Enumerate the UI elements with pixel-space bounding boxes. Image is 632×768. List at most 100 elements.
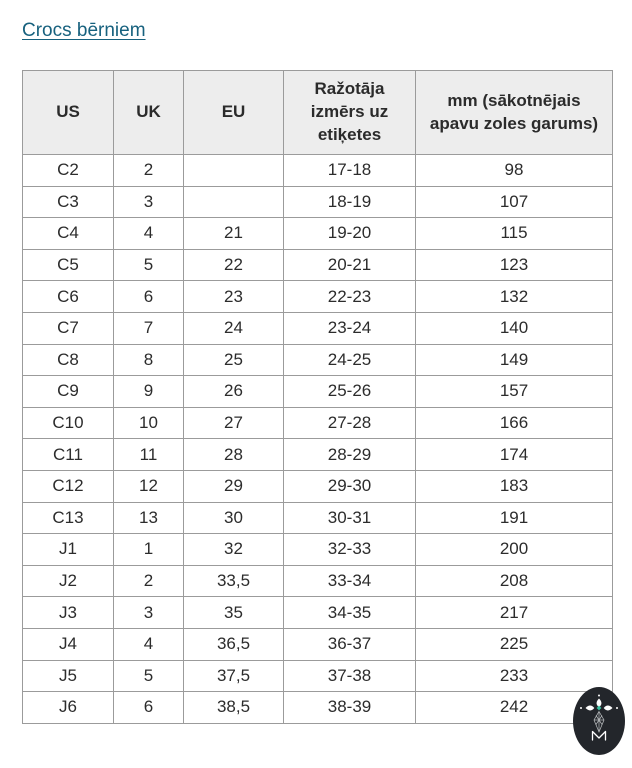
table-row: C8 8 25 24-25 149	[22, 343, 613, 377]
table-cell: 225	[415, 627, 613, 661]
table-cell: 25-26	[283, 375, 416, 408]
table-cell: J6	[22, 691, 114, 724]
table-cell: 38,5	[183, 691, 284, 724]
table-cell: 115	[415, 217, 613, 250]
table-cell: 22-23	[283, 280, 416, 313]
table-cell: 25	[183, 343, 284, 377]
table-row: C9 9 26 25-26 157	[22, 375, 613, 408]
table-cell: 22	[183, 248, 284, 282]
table-cell: 157	[415, 375, 613, 408]
table-cell: 2	[113, 154, 184, 187]
table-cell: 28	[183, 438, 284, 471]
table-cell: 123	[415, 248, 613, 282]
table-row: J1 1 32 32-33 200	[22, 533, 613, 566]
table-row: C3 3 18-19 107	[22, 185, 613, 219]
table-cell: 33-34	[283, 564, 416, 598]
table-cell: 21	[183, 217, 284, 250]
table-row: C13 13 30 30-31 191	[22, 501, 613, 535]
table-cell: 23	[183, 280, 284, 313]
table-cell: 30-31	[283, 501, 416, 535]
table-cell: 37-38	[283, 659, 416, 693]
table-cell: C5	[22, 248, 114, 282]
header-uk: UK	[113, 70, 184, 155]
table-cell: 34-35	[283, 596, 416, 629]
table-cell: 6	[113, 691, 184, 724]
table-cell: 18-19	[283, 185, 416, 219]
table-cell	[183, 185, 284, 219]
table-cell: 183	[415, 469, 613, 503]
header-eu: EU	[183, 70, 284, 155]
table-cell: 33,5	[183, 564, 284, 598]
table-row: C6 6 23 22-23 132	[22, 280, 613, 313]
table-cell: 27	[183, 406, 284, 440]
table-cell: J1	[22, 533, 114, 566]
crocs-berniem-link[interactable]: Crocs bērniem	[22, 20, 146, 41]
table-cell: 24	[183, 311, 284, 345]
table-cell: 36-37	[283, 627, 416, 661]
table-cell: 38-39	[283, 691, 416, 724]
table-cell: J3	[22, 596, 114, 629]
table-cell: C4	[22, 217, 114, 250]
table-cell: 24-25	[283, 343, 416, 377]
table-cell: 217	[415, 596, 613, 629]
table-row: J2 2 33,5 33-34 208	[22, 564, 613, 598]
size-chart-body: C2 2 17-18 98 C3 3 18-19 107 C4 4 21 19-20 115 C5 5 22 2…	[22, 154, 613, 724]
table-cell: C10	[22, 406, 114, 440]
table-cell: 191	[415, 501, 613, 535]
table-cell: 174	[415, 438, 613, 471]
table-cell: C3	[22, 185, 114, 219]
table-cell: C13	[22, 501, 114, 535]
table-row: C4 4 21 19-20 115	[22, 217, 613, 250]
table-cell: 107	[415, 185, 613, 219]
table-cell: 23-24	[283, 311, 416, 345]
table-row: C2 2 17-18 98	[22, 154, 613, 187]
header-sole-length-mm: mm (sākotnējais apavu zoles garums)	[415, 70, 613, 155]
table-cell: 28-29	[283, 438, 416, 471]
size-chart-table: US UK EU Ražotāja izmērs uz etiķetes mm …	[22, 70, 613, 724]
table-cell: 19-20	[283, 217, 416, 250]
table-cell: 13	[113, 501, 184, 535]
table-cell: J2	[22, 564, 114, 598]
table-row: C7 7 24 23-24 140	[22, 311, 613, 345]
table-cell: 3	[113, 596, 184, 629]
table-cell: 35	[183, 596, 284, 629]
table-cell: 200	[415, 533, 613, 566]
table-cell: 32-33	[283, 533, 416, 566]
table-cell: 4	[113, 217, 184, 250]
table-cell: 26	[183, 375, 284, 408]
table-cell: C2	[22, 154, 114, 187]
table-cell: J4	[22, 627, 114, 661]
table-cell: C8	[22, 343, 114, 377]
table-row: C5 5 22 20-21 123	[22, 248, 613, 282]
table-cell: 4	[113, 627, 184, 661]
table-cell: 2	[113, 564, 184, 598]
table-row: J3 3 35 34-35 217	[22, 596, 613, 629]
table-cell: C6	[22, 280, 114, 313]
table-cell: J5	[22, 659, 114, 693]
table-cell: 30	[183, 501, 284, 535]
table-cell: 5	[113, 659, 184, 693]
table-cell: 36,5	[183, 627, 284, 661]
table-cell: 9	[113, 375, 184, 408]
table-cell: 10	[113, 406, 184, 440]
table-cell: 29	[183, 469, 284, 503]
table-row: C11 11 28 28-29 174	[22, 438, 613, 471]
table-cell: 27-28	[283, 406, 416, 440]
table-cell: 17-18	[283, 154, 416, 187]
table-row: C10 10 27 27-28 166	[22, 406, 613, 440]
table-cell: 140	[415, 311, 613, 345]
table-row: C12 12 29 29-30 183	[22, 469, 613, 503]
table-cell: 7	[113, 311, 184, 345]
table-cell: 166	[415, 406, 613, 440]
table-cell: C11	[22, 438, 114, 471]
table-cell: 11	[113, 438, 184, 471]
header-us: US	[22, 70, 114, 155]
table-cell: 32	[183, 533, 284, 566]
table-cell: 3	[113, 185, 184, 219]
table-cell: 29-30	[283, 469, 416, 503]
table-cell: 242	[415, 691, 613, 724]
size-chart-header: US UK EU Ražotāja izmērs uz etiķetes mm …	[22, 70, 613, 155]
table-cell: 37,5	[183, 659, 284, 693]
table-row: J5 5 37,5 37-38 233	[22, 659, 613, 693]
table-cell	[183, 154, 284, 187]
